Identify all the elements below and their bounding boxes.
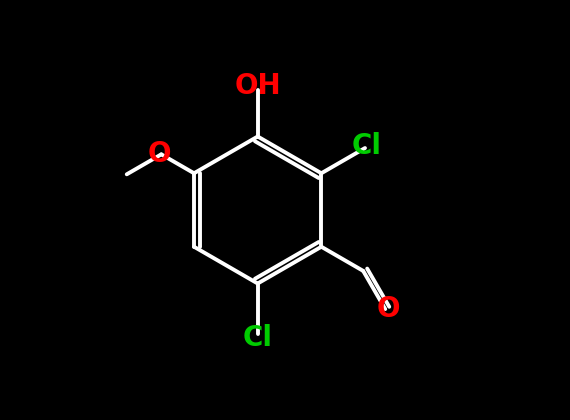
Text: OH: OH	[234, 72, 281, 100]
Text: Cl: Cl	[243, 324, 272, 352]
Text: Cl: Cl	[352, 132, 382, 160]
Text: O: O	[148, 140, 171, 168]
Text: O: O	[377, 295, 400, 323]
